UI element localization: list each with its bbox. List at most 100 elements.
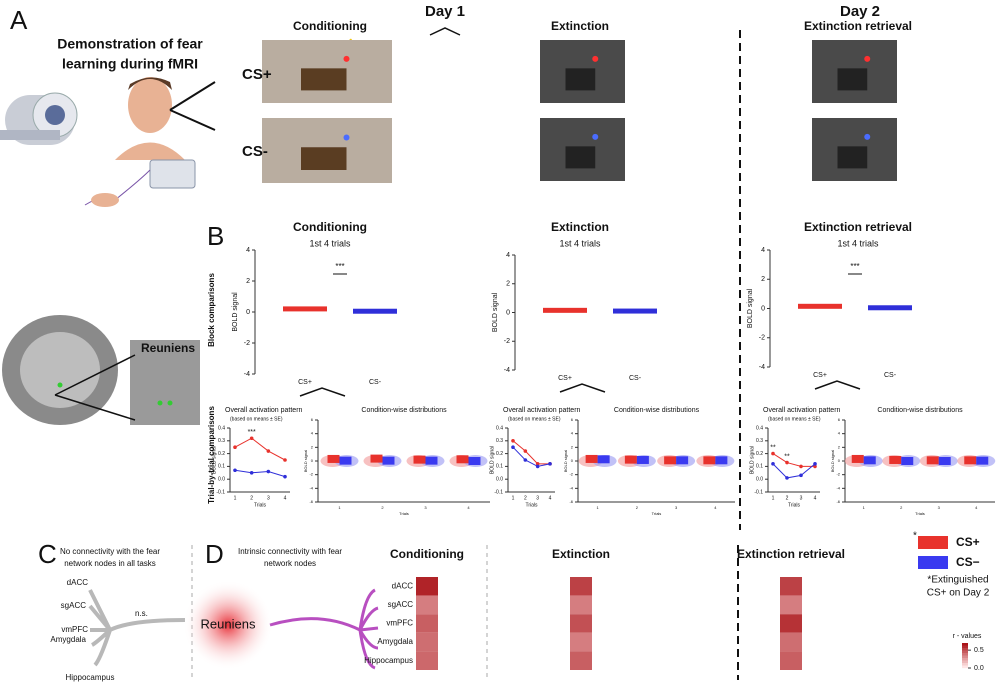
legend-swatch <box>918 536 948 549</box>
legend-note: CS+ on Day 2 <box>927 588 990 599</box>
y-tick-label: 2 <box>838 444 841 449</box>
legend-note: *Extinguished <box>927 575 988 586</box>
heatmap-title: Extinction <box>552 547 610 561</box>
point <box>813 464 817 469</box>
mean-bar <box>676 456 689 465</box>
y-tick-label: -4 <box>309 485 313 490</box>
heatmap-cell <box>416 614 438 633</box>
panel-text: network nodes in all tasks <box>64 559 156 568</box>
mean-bar <box>926 456 939 465</box>
photo-detail <box>565 68 596 91</box>
point <box>249 471 254 475</box>
y-tick-label: -6 <box>836 499 840 504</box>
x-tick-label: 1 <box>512 495 515 501</box>
y-tick-label: -0.1 <box>754 489 763 495</box>
mean-bar <box>413 455 426 464</box>
y-tick-label: 4 <box>571 431 574 436</box>
mean-bar <box>636 455 649 464</box>
phase-title: Extinction retrieval <box>804 220 912 234</box>
region-label: Reuniens <box>141 341 195 355</box>
y-axis-label: BOLD signal <box>303 450 308 473</box>
phase-subtitle: 1st 4 trials <box>309 238 351 248</box>
heatmap-cell <box>416 577 438 596</box>
x-tick-label: 4 <box>467 505 470 510</box>
y-tick-label: -4 <box>569 485 573 490</box>
ns-label: n.s. <box>135 609 148 618</box>
heatmap-cell <box>416 632 438 652</box>
x-tick-label: 3 <box>800 495 803 501</box>
y-tick-label: 0.4 <box>756 425 763 431</box>
heatmap-cell <box>570 577 592 596</box>
mean-bar <box>597 455 610 464</box>
y-tick-label: -0.1 <box>494 489 503 495</box>
chart-note: (based on means ± SE) <box>768 416 821 422</box>
phase-title: Conditioning <box>293 19 367 33</box>
y-tick-label: -2 <box>309 472 313 477</box>
chart-note: (based on means ± SE) <box>508 416 561 422</box>
point <box>785 476 789 480</box>
heatmap-cell <box>416 595 438 615</box>
x-tick-label: CS- <box>629 375 642 382</box>
panel-a-title: learning during fMRI <box>62 56 198 72</box>
colorbar-step <box>962 660 968 664</box>
mean-bar <box>703 456 716 465</box>
photo-detail <box>837 68 868 91</box>
point <box>233 445 237 450</box>
legend-label: CS+ <box>956 535 980 549</box>
y-tick-label: -2 <box>569 472 573 477</box>
x-tick-label: 3 <box>424 505 427 510</box>
light <box>864 133 871 140</box>
node-label: vmPFC <box>61 625 88 634</box>
y-tick-label: 0 <box>506 309 510 316</box>
mean-bar <box>456 455 469 464</box>
mean-bar <box>327 454 340 463</box>
point <box>771 451 775 456</box>
mean-bar <box>798 303 842 309</box>
node-label: sgACC <box>61 601 87 610</box>
y-tick-label: -4 <box>504 367 510 374</box>
y-tick-label: 0.0 <box>496 477 503 483</box>
y-tick-label: 0 <box>571 458 574 463</box>
mean-bar <box>613 308 657 314</box>
x-tick-label: CS+ <box>813 372 827 379</box>
x-tick-label: 2 <box>636 505 639 510</box>
brain <box>2 315 200 425</box>
y-tick-label: -4 <box>836 485 840 490</box>
x-tick-label: 1 <box>863 505 866 510</box>
y-tick-label: -2 <box>504 338 510 345</box>
x-tick-label: 2 <box>524 495 527 501</box>
node-label: Hippocampus <box>66 673 115 682</box>
mean-bar <box>664 456 677 465</box>
y-tick-label: 0.3 <box>496 438 503 444</box>
colorbar-step <box>962 650 968 654</box>
x-tick-label: 4 <box>814 495 817 501</box>
mean-bar <box>901 457 914 465</box>
mean-bar <box>863 456 876 465</box>
y-tick-label: 0 <box>761 305 765 312</box>
heatmap-cell <box>570 651 592 670</box>
point <box>785 460 789 465</box>
y-tick-label: 0.3 <box>218 438 225 444</box>
x-tick-label: CS+ <box>298 379 312 386</box>
connectivity-trees <box>88 580 379 670</box>
illustration <box>0 27 461 207</box>
panel-label: D <box>205 539 224 569</box>
y-tick-label: 2 <box>506 281 510 288</box>
chart-title: Overall activation pattern <box>503 407 581 414</box>
chart-title: Overall activation pattern <box>763 407 841 414</box>
y-tick-label: -2 <box>244 340 250 347</box>
photo-detail <box>837 146 868 169</box>
mean-bar <box>543 307 587 313</box>
y-tick-label: 4 <box>246 247 250 254</box>
colorbar-tick-label: 0.0 <box>974 665 984 672</box>
colorbar-step <box>962 645 968 649</box>
node-label: sgACC <box>388 600 414 609</box>
series-line <box>234 469 286 478</box>
point <box>548 462 552 466</box>
legend-swatch <box>918 556 948 569</box>
x-tick-label: 1 <box>234 495 237 501</box>
y-tick-label: 4 <box>506 252 510 259</box>
x-tick-label: 4 <box>975 505 978 510</box>
arrow <box>299 387 346 397</box>
y-axis-label: BOLD signal <box>749 446 755 474</box>
